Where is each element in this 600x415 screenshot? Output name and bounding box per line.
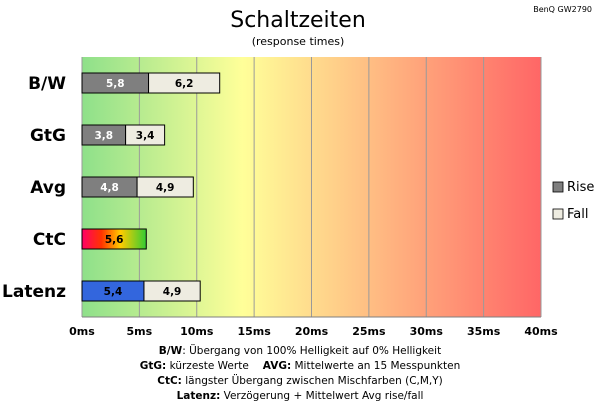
model-label: BenQ GW2790 <box>533 5 592 14</box>
bar-fall <box>143 280 201 302</box>
x-tick-label: 15ms <box>237 325 271 338</box>
bar-label-fall: 4,9 <box>156 182 175 194</box>
bar-rise <box>81 228 147 250</box>
chart-title: Schaltzeiten <box>230 8 366 33</box>
legend-swatch-rise <box>552 181 564 193</box>
footnotes: B/W: Übergang von 100% Helligkeit auf 0%… <box>140 344 460 402</box>
footnote-bw: B/W: Übergang von 100% Helligkeit auf 0%… <box>159 344 441 357</box>
bar-fall <box>148 72 221 94</box>
category-labels: B/W GtG Avg CtC Latenz <box>2 74 66 302</box>
category-label: Avg <box>30 178 66 198</box>
bar-label-rise: 5,8 <box>106 78 125 90</box>
x-tick-label: 0ms <box>69 325 95 338</box>
x-tick-label: 20ms <box>295 325 329 338</box>
bar-label-fall: 6,2 <box>175 78 194 90</box>
category-label: Latenz <box>2 282 66 302</box>
footnote-ctc: CtC: längster Übergang zwischen Mischfar… <box>157 374 443 387</box>
footnote-gtg-avg: GtG: kürzeste Werte AVG: Mittelwerte an 1… <box>140 360 460 372</box>
x-tick-label: 10ms <box>180 325 214 338</box>
bar-label-rise: 3,8 <box>94 130 113 142</box>
x-tick-label: 35ms <box>467 325 501 338</box>
legend: Rise Fall <box>552 180 594 222</box>
bar-fall <box>125 124 166 146</box>
legend-swatch-fall <box>552 208 564 220</box>
bar-label-fall: 3,4 <box>136 130 155 142</box>
footnote-latenz: Latenz: Verzögerung + Mittelwert Avg ris… <box>177 390 424 402</box>
bar-fall <box>136 176 194 198</box>
bar-label-rise: 4,8 <box>100 182 119 194</box>
x-axis-ticks: 0ms 5ms 10ms 15ms 20ms 25ms 30ms 35ms 40ms <box>69 325 558 338</box>
bar-label-rise: 5,4 <box>104 286 123 298</box>
x-tick-label: 25ms <box>352 325 386 338</box>
category-label: GtG <box>30 126 66 146</box>
x-tick-label: 5ms <box>127 325 153 338</box>
category-label: CtC <box>33 230 66 250</box>
bars: 5,8 6,2 3,8 3,4 4,8 4,9 5,6 5,4 4,9 <box>81 72 221 302</box>
legend-label-rise: Rise <box>567 180 594 195</box>
chart-subtitle: (response times) <box>252 35 345 48</box>
legend-label-fall: Fall <box>567 207 588 222</box>
bar-label-fall: 4,9 <box>163 286 182 298</box>
x-tick-label: 30ms <box>410 325 444 338</box>
category-label: B/W <box>28 74 66 94</box>
x-tick-label: 40ms <box>524 325 558 338</box>
bar-label-rise: 5,6 <box>105 234 124 246</box>
